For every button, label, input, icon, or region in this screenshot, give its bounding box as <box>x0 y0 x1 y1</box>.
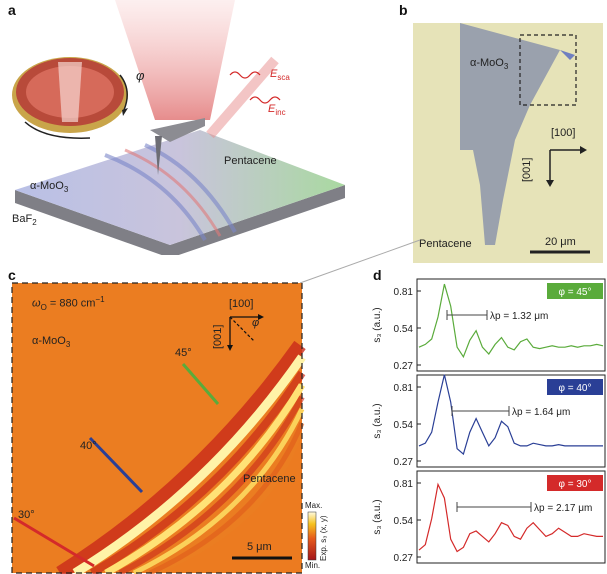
angle-30-label: 30° <box>18 509 35 521</box>
y-axis-label: s₃ (a.u.) <box>372 307 383 342</box>
angle-45-label: 45° <box>175 347 192 359</box>
panel-c: c <box>0 265 335 574</box>
panel-b: b α-MoO3 [100] [001] Pentacene 20 μm <box>385 0 607 265</box>
c-dir-100: [100] <box>229 298 254 310</box>
e-inc-label: Einc <box>268 103 286 117</box>
y-tick-label: 0.81 <box>394 287 414 298</box>
a-baf2-sub: 2 <box>32 218 37 228</box>
y-axis-label: s₃ (a.u.) <box>372 499 383 534</box>
b-moo3-sub: 3 <box>503 62 509 72</box>
a-moo3-sub: 3 <box>63 185 69 195</box>
e-sca-main: E <box>270 68 278 80</box>
y-tick-label: 0.54 <box>394 516 414 527</box>
c-scalebar-label: 5 μm <box>247 541 272 553</box>
colorbar-max: Max. <box>305 501 323 510</box>
lambda-annotation-0: λp = 1.32 μm <box>490 311 548 322</box>
legend-text-0: φ = 45° <box>558 287 591 298</box>
y-tick-label: 0.54 <box>394 324 414 335</box>
cut-line-45 <box>181 363 220 405</box>
e-sca-sub: sca <box>277 73 290 83</box>
lambda-annotation-2: λp = 2.17 μm <box>534 503 592 514</box>
omega-value: = 880 cm <box>46 297 96 310</box>
omega-sup: −1 <box>95 295 105 304</box>
substrate-top <box>15 130 345 245</box>
panel-a: a <box>0 0 385 255</box>
legend-badge-0 <box>547 283 603 299</box>
panel-a-letter: a <box>8 2 16 18</box>
afm-tip <box>150 118 205 142</box>
legend-badge-1 <box>547 379 603 395</box>
y-tick-label: 0.54 <box>394 420 414 431</box>
c-phi-label: φ <box>252 317 260 329</box>
panel-d: d 0.81 0.54 0.27 s₃ (a.u.) φ = 45° λp = 1.32 … <box>335 265 607 574</box>
colorbar <box>307 511 317 561</box>
y-tick-label: 0.81 <box>394 383 414 394</box>
series-line-0 <box>418 283 604 359</box>
angle-40-label: 40° <box>80 440 97 452</box>
a-baf2-main: BaF <box>12 213 33 225</box>
b-moo3-main: α-MoO <box>470 57 504 69</box>
chart-frame-1 <box>416 374 606 468</box>
chart-frame-2 <box>416 470 606 564</box>
a-baf2-label: BaF2 <box>12 213 37 227</box>
a-moo3-main: α-MoO <box>30 180 64 192</box>
panel-c-letter: c <box>8 267 16 283</box>
colorbar-label: Exp. s₃ (x, y) <box>319 515 328 561</box>
e-inc-main: E <box>268 103 276 115</box>
panel-d-letter: d <box>373 267 382 283</box>
c-dir-001: [001] <box>212 324 224 349</box>
c-pentacene-label: Pentacene <box>243 473 296 485</box>
omega-label: ωO = 880 cm−1 <box>32 295 105 312</box>
y-tick-label: 0.27 <box>394 457 414 468</box>
legend-badge-2 <box>547 475 603 491</box>
cut-line-30 <box>13 516 95 568</box>
series-line-1 <box>418 374 603 456</box>
moo3-flake <box>460 23 560 245</box>
colorbar-min: Min. <box>305 561 321 570</box>
phi-label: φ <box>136 68 145 83</box>
c-moo3-sub: 3 <box>65 340 71 350</box>
y-tick-label: 0.27 <box>394 361 414 372</box>
chart-frame-0 <box>416 278 606 372</box>
a-moo3-label: α-MoO3 <box>30 180 68 194</box>
omega-sub: O <box>40 302 47 312</box>
b-dir-001: [001] <box>521 157 533 182</box>
substrate-side <box>15 185 345 255</box>
b-moo3-label: α-MoO3 <box>470 57 508 71</box>
e-sca-label: Esca <box>270 68 290 82</box>
legend-text-1: φ = 40° <box>558 383 591 394</box>
b-pentacene-label: Pentacene <box>419 238 472 250</box>
e-inc-sub: inc <box>275 108 286 118</box>
cut-line-40 <box>88 436 144 494</box>
b-dir-100: [100] <box>551 127 576 139</box>
series-line-2 <box>418 482 603 553</box>
y-axis-label: s₃ (a.u.) <box>372 403 383 438</box>
panel-b-letter: b <box>399 2 408 18</box>
a-pentacene-label: Pentacene <box>224 155 277 167</box>
panel-b-micrograph <box>413 23 603 263</box>
panel-a-illustration <box>12 0 345 255</box>
b-scalebar-label: 20 μm <box>545 236 576 248</box>
omega-symbol: ω <box>32 297 41 310</box>
y-tick-label: 0.27 <box>394 553 414 564</box>
y-tick-label: 0.81 <box>394 479 414 490</box>
panel-c-nearfield-map <box>11 282 317 574</box>
c-moo3-main: α-MoO <box>32 335 66 347</box>
laser-beam <box>115 0 235 120</box>
legend-text-2: φ = 30° <box>558 479 591 490</box>
c-moo3-label: α-MoO3 <box>32 335 70 349</box>
zoom-box <box>519 34 577 106</box>
panel-d-line-charts: 0.81 0.54 0.27 s₃ (a.u.) φ = 45° λp = 1.32 μm… <box>372 278 606 564</box>
lambda-annotation-1: λp = 1.64 μm <box>512 407 570 418</box>
